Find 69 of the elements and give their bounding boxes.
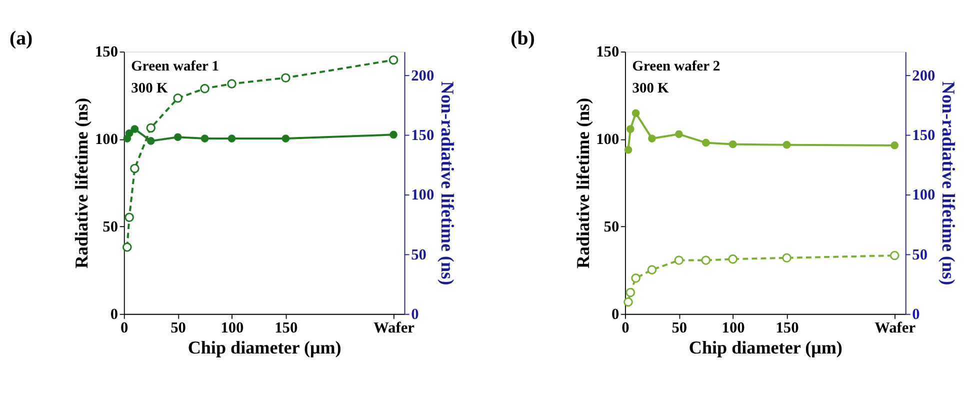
- y2-tick-label: 150: [411, 127, 434, 144]
- x-tick-label: 50: [170, 319, 186, 336]
- annotation: Green wafer 1: [131, 58, 220, 75]
- y2-tick-label: 50: [912, 246, 928, 264]
- y2-tick-label: 200: [912, 67, 936, 84]
- point: [130, 164, 140, 174]
- point: [228, 134, 236, 142]
- point: [631, 274, 640, 283]
- point: [146, 123, 156, 133]
- point: [702, 138, 710, 147]
- point: [122, 242, 132, 252]
- point: [728, 254, 738, 264]
- annotation: 300 K: [632, 80, 670, 96]
- annotation: 300 K: [131, 80, 168, 96]
- x-axis-title: Chip diameter (μm): [188, 337, 342, 358]
- point: [648, 134, 656, 142]
- y-axis-title: Radiative lifetime (ns): [72, 98, 92, 269]
- point: [701, 256, 711, 265]
- x-tick-label: 150: [274, 319, 298, 336]
- point: [282, 134, 290, 142]
- y-tick-label: 150: [596, 44, 620, 61]
- point: [624, 297, 633, 307]
- point: [146, 137, 155, 145]
- x-tick-label: 150: [776, 319, 800, 336]
- x-axis-title: Chip diameter (μm): [688, 337, 842, 358]
- y2-tick-label: 100: [912, 186, 936, 204]
- y-axis-title: Radiative lifetime (ns): [572, 98, 593, 269]
- point: [200, 134, 209, 142]
- point: [674, 256, 684, 265]
- x-tick-label: 100: [722, 319, 746, 336]
- annotation: Green wafer 2: [632, 58, 720, 75]
- chart-title: (a): [9, 27, 33, 50]
- y-tick-label: 50: [604, 218, 620, 236]
- point: [200, 84, 210, 94]
- y-tick-label: 100: [94, 131, 118, 148]
- point: [173, 93, 182, 103]
- point: [388, 55, 398, 65]
- point: [174, 133, 182, 142]
- y-tick-label: 150: [94, 44, 118, 61]
- x-tick-label: 100: [220, 319, 244, 336]
- point: [130, 125, 139, 133]
- chart-title: (b): [510, 27, 535, 50]
- point: [782, 253, 792, 263]
- x-tick-label: 50: [672, 319, 688, 336]
- point: [626, 125, 634, 133]
- y-tick-label: 50: [102, 218, 118, 236]
- y2-tick-label: 200: [411, 67, 434, 84]
- point: [647, 265, 657, 274]
- point: [782, 140, 791, 149]
- y-tick-label: 0: [110, 306, 118, 323]
- y-tick-label: 0: [611, 306, 620, 323]
- point: [624, 146, 632, 154]
- point: [390, 130, 398, 139]
- y2-tick-label: 150: [912, 127, 936, 144]
- point: [890, 141, 899, 150]
- point: [728, 140, 737, 148]
- point: [626, 288, 636, 298]
- point: [281, 73, 290, 82]
- point: [890, 250, 900, 260]
- point: [227, 79, 236, 88]
- point: [675, 130, 683, 138]
- y-tick-label: 100: [596, 131, 620, 148]
- y2-axis-title: Non-radiative lifetime (ns): [437, 81, 458, 286]
- point: [125, 129, 134, 138]
- y2-axis-title: Non-radiative lifetime (ns): [938, 81, 958, 286]
- point: [124, 212, 134, 222]
- y2-tick-label: 100: [411, 186, 434, 204]
- y2-tick-label: 50: [411, 246, 427, 264]
- point: [632, 109, 640, 118]
